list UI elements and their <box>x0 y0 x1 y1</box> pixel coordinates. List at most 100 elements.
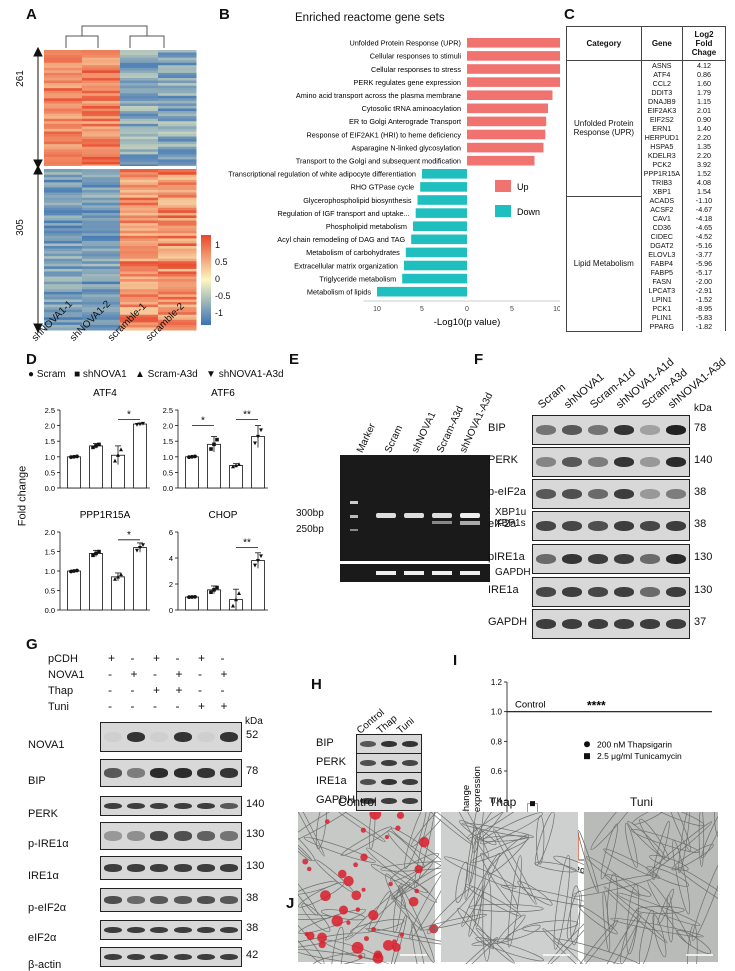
pathway-label: Metabolism of lipids <box>307 288 371 297</box>
cell <box>455 861 469 903</box>
heatmap-cell <box>44 210 83 214</box>
heatmap-cell <box>120 202 159 206</box>
data-point <box>75 568 79 573</box>
y-tick-label: 0.0 <box>163 484 173 493</box>
heatmap-cell <box>120 67 159 71</box>
bar <box>67 570 81 611</box>
protein-band <box>562 553 582 565</box>
heatmap-cell <box>44 151 83 155</box>
protein-band <box>588 586 608 598</box>
cell <box>630 829 700 853</box>
blot-strip <box>356 791 422 811</box>
heatmap-cell <box>44 182 83 186</box>
heatmap-cell <box>44 243 83 247</box>
heatmap-cell <box>120 116 159 120</box>
heatmap-cell <box>120 83 159 87</box>
heatmap-cell <box>44 251 83 255</box>
table-cell: LPCAT3 <box>640 286 684 295</box>
legend-symbol: ■ <box>74 369 81 380</box>
data-point <box>187 595 191 600</box>
kda-value: 38 <box>246 922 259 934</box>
y-tick-label: 2.5 <box>45 406 55 415</box>
heatmap-cell <box>158 324 197 328</box>
heatmap-cell <box>120 123 159 127</box>
table-row: TRIB3 4.08 <box>567 178 726 187</box>
scale-tick: 0 <box>215 274 221 284</box>
legend-label: shNOVA1-A3d <box>218 369 284 380</box>
heatmap-cell <box>158 93 197 97</box>
heatmap-cell <box>82 60 121 64</box>
heatmap-cell <box>44 248 83 252</box>
lipid-droplet <box>371 927 376 932</box>
heatmap-cell <box>44 177 83 181</box>
enrichment-bar <box>404 260 467 271</box>
table-row: FASN -2.00 <box>567 277 726 286</box>
protein-band <box>127 831 145 841</box>
lipid-droplet <box>396 812 405 820</box>
heatmap-cell <box>158 327 197 331</box>
cell <box>298 827 316 862</box>
data-point <box>190 595 194 599</box>
y-tick-label: 0.0 <box>45 484 55 493</box>
cell <box>657 888 675 926</box>
protein-band <box>536 456 556 468</box>
heatmap-cell <box>120 324 159 328</box>
pathway-label: ER to Golgi Anterograde Transport <box>349 117 461 126</box>
x-tick-label: 5 <box>420 306 424 313</box>
table-row: ERN1 1.40 <box>567 124 726 133</box>
protein-band <box>402 778 419 786</box>
data-point <box>256 559 260 563</box>
heatmap-cell <box>44 72 83 76</box>
blot-strip <box>100 796 242 816</box>
table-row: CCL2 1.60 <box>567 79 726 88</box>
cell <box>603 886 668 944</box>
protein-band <box>614 424 634 436</box>
protein-band <box>103 831 122 841</box>
heatmap-cell <box>44 215 83 219</box>
protein-band <box>666 456 686 468</box>
lipid-droplet <box>351 941 364 954</box>
x-tick-label: 0 <box>465 306 469 313</box>
protein-band <box>150 831 169 841</box>
y-tick-label: 2.0 <box>163 422 173 431</box>
heatmap-cell <box>120 205 159 209</box>
cell <box>441 812 490 858</box>
cell <box>298 873 318 916</box>
data-point <box>215 437 219 442</box>
heatmap-cell <box>44 162 83 166</box>
blot-strip <box>100 822 242 850</box>
data-point <box>253 441 257 446</box>
pathway-label: RHO GTPase cycle <box>351 183 415 192</box>
data-point <box>237 591 241 595</box>
cell <box>701 812 718 859</box>
cell <box>493 828 537 905</box>
heatmap-cell <box>44 98 83 102</box>
kda-value: 42 <box>246 949 259 961</box>
heatmap-cell <box>158 225 197 229</box>
protein-band <box>127 896 145 904</box>
lipid-droplet <box>317 932 327 943</box>
cell <box>345 881 411 941</box>
table-cell: -1.52 <box>682 295 726 304</box>
heatmap-cell <box>44 93 83 97</box>
cell <box>475 937 545 962</box>
heatmap-cell <box>158 177 197 181</box>
enrichment-bar <box>467 116 547 127</box>
cell <box>466 812 536 839</box>
heatmap-cell <box>82 172 121 176</box>
band-label-xbp1s: XBP1s <box>495 518 526 529</box>
legend-swatch <box>495 205 511 217</box>
blot-strip <box>532 577 690 607</box>
heatmap-cell <box>44 233 83 237</box>
heatmap-cell <box>158 261 197 265</box>
cell <box>652 820 670 881</box>
lipid-droplet <box>351 890 362 901</box>
heatmap-cell <box>44 184 83 188</box>
protein-band <box>666 520 686 532</box>
heatmap-cell <box>120 263 159 267</box>
condition-sign: + <box>198 699 206 713</box>
heatmap-cell <box>158 205 197 209</box>
lipid-droplet <box>408 896 419 907</box>
pathway-label: Amino acid transport across the plasma m… <box>296 91 461 100</box>
enrichment-bar <box>377 286 467 297</box>
